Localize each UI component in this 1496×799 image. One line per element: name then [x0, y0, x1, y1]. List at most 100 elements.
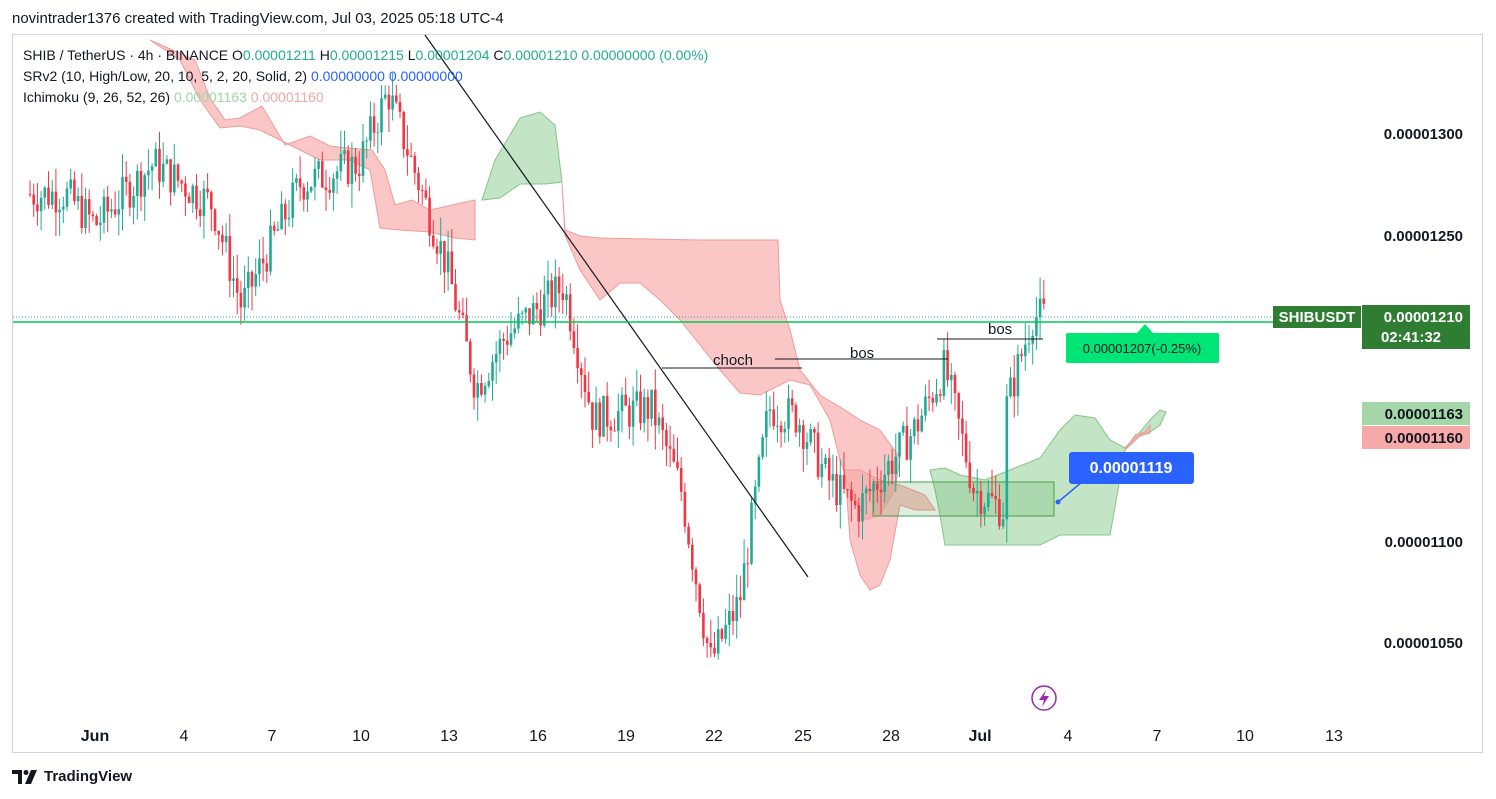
candle-body — [317, 161, 320, 169]
candle-body — [617, 411, 620, 431]
candle-body — [198, 209, 202, 216]
legend-srv2-row[interactable]: SRv2 (10, High/Low, 20, 10, 5, 2, 20, So… — [23, 66, 708, 87]
x-tick: Jul — [968, 728, 991, 745]
candle-body — [191, 185, 195, 203]
lightning-icon[interactable] — [1031, 685, 1057, 711]
downtrend-line[interactable] — [424, 34, 809, 578]
candle-body — [805, 442, 809, 449]
x-tick: 22 — [705, 728, 723, 745]
last-price-tag: 0.00001210 — [1384, 309, 1463, 326]
candle-body — [964, 433, 968, 463]
candle-body — [346, 150, 350, 184]
candle-body — [1005, 396, 1009, 520]
projection-label-pointer — [1137, 324, 1153, 333]
candle-body — [783, 428, 787, 433]
candle-body — [927, 396, 931, 398]
candle-body — [369, 116, 372, 141]
candle-body — [728, 611, 731, 625]
legend-low: 0.00001204 — [415, 47, 490, 63]
candle-body — [254, 274, 257, 287]
candle-body — [365, 140, 368, 142]
target-label-box[interactable] — [1069, 452, 1194, 484]
candle-body — [702, 612, 705, 639]
candle-body — [572, 331, 576, 348]
last-price-tag-box[interactable] — [1362, 305, 1470, 349]
candle-body — [853, 500, 857, 506]
candle-body — [950, 374, 953, 381]
candle-body — [176, 164, 180, 181]
candle-body — [502, 338, 505, 341]
candle-body — [87, 199, 91, 215]
candle-body — [472, 374, 476, 398]
x-tick: 7 — [268, 728, 277, 745]
legend-srv2-label: SRv2 (10, High/Low, 20, 10, 5, 2, 20, So… — [23, 68, 308, 84]
candle-body — [580, 368, 583, 375]
candle-body — [620, 394, 624, 411]
legend-srv2-v2: 0.00000000 — [388, 68, 463, 84]
candle-body — [443, 241, 446, 273]
candle-body — [661, 417, 664, 431]
candle-body — [761, 437, 764, 457]
candle-body — [824, 457, 827, 464]
candle-body — [69, 179, 72, 189]
symbol-tag-box[interactable] — [1273, 306, 1361, 328]
candle-body — [461, 312, 465, 316]
candle-body — [450, 251, 454, 285]
candle-body — [650, 389, 653, 419]
candle-body — [187, 196, 191, 203]
candle-body — [124, 176, 128, 182]
x-tick: 28 — [882, 728, 900, 745]
candle-body — [750, 503, 753, 564]
candle-body — [117, 209, 121, 215]
candle-body — [457, 310, 461, 313]
candle-body — [539, 309, 542, 326]
candle-body — [827, 457, 831, 481]
span-a-tag-box[interactable] — [1362, 402, 1470, 425]
candle-body — [43, 187, 47, 198]
candle-body — [228, 236, 232, 281]
time-axis[interactable]: Jun 4 7 10 13 16 19 22 25 28 Jul 4 7 10 13 — [81, 728, 1343, 745]
candle-body — [842, 474, 846, 490]
candle-body — [335, 171, 339, 179]
candle-body — [276, 229, 280, 231]
price-axis[interactable]: 0.00001300 0.00001250 0.00001100 0.00001… — [1384, 126, 1463, 652]
candle-body — [809, 428, 812, 443]
candle-body — [672, 448, 676, 462]
candle-body — [258, 258, 261, 275]
candle-body — [62, 206, 65, 210]
legend-ichimoku-row[interactable]: Ichimoku (9, 26, 52, 26) 0.00001163 0.00… — [23, 87, 708, 108]
candle-body — [816, 432, 820, 478]
candle-body — [494, 353, 498, 363]
ichimoku-cloud-bull-2 — [929, 409, 1167, 546]
candle-body — [210, 192, 213, 210]
candle-body — [683, 491, 687, 527]
candle-body — [535, 303, 539, 310]
candle-body — [224, 236, 228, 243]
candle-body — [465, 315, 468, 342]
candle-body — [361, 141, 365, 176]
candle-body — [406, 149, 409, 156]
candle-body — [557, 276, 561, 294]
candle-body — [332, 178, 335, 193]
bos-label-2: bos — [988, 321, 1012, 338]
candle-body — [395, 95, 398, 102]
candle-body — [269, 225, 272, 272]
legend-symbol-row[interactable]: SHIB / TetherUS · 4h · BINANCE O0.000012… — [23, 45, 708, 66]
candle-body — [591, 402, 594, 430]
target-label: 0.00001119 — [1090, 460, 1173, 477]
candle-body — [716, 629, 720, 654]
candle-body — [476, 383, 479, 398]
span-b-tag-box[interactable] — [1362, 426, 1470, 449]
demand-zone-box[interactable] — [872, 481, 1055, 517]
y-tick-1300: 0.00001300 — [1384, 126, 1463, 143]
candle-body — [876, 483, 879, 490]
candle-body — [295, 178, 298, 183]
chart-frame[interactable] — [12, 34, 1483, 753]
candle-body — [739, 597, 742, 601]
projection-label-box[interactable] — [1066, 333, 1219, 363]
x-tick: 13 — [440, 728, 458, 745]
candle-body — [642, 397, 646, 424]
candle-body — [136, 170, 139, 196]
tradingview-logo[interactable]: TradingView — [12, 768, 132, 785]
